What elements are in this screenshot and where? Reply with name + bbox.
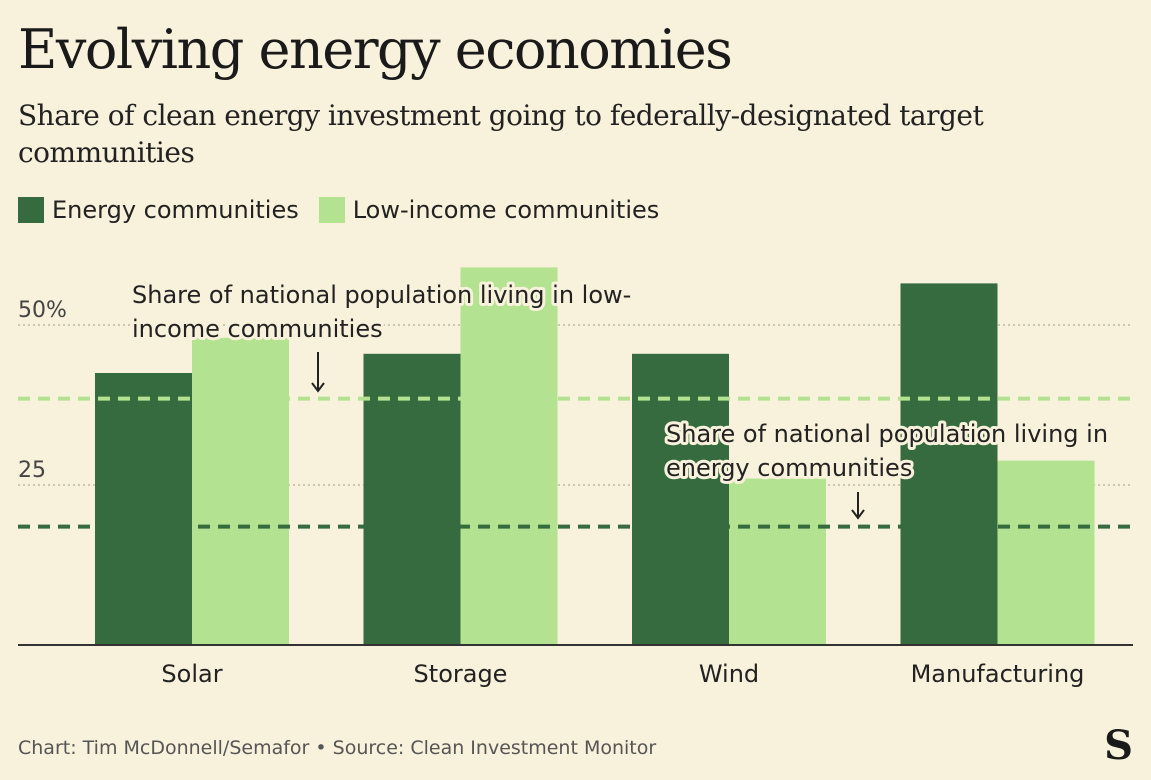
chart-footer: Chart: Tim McDonnell/Semafor • Source: C… [18,737,657,759]
x-tick-label-solar: Solar [161,660,222,688]
legend: Energy communities Low-income communitie… [18,196,679,224]
bar-storage-low-income-communities [460,267,558,645]
semafor-logo: S [1104,722,1133,769]
annotation-share-of-national-population-living-in-low-income-communities-line-1: Share of national population living in l… [132,281,631,309]
bar-solar-low-income-communities [192,337,289,645]
bar-manufacturing-energy-communities [900,283,998,645]
legend-item-low-income-communities: Low-income communities [318,196,660,224]
x-tick-label-manufacturing: Manufacturing [911,660,1085,688]
bar-manufacturing-low-income-communities [997,460,1095,645]
legend-item-energy-communities: Energy communities [18,196,299,224]
legend-swatch-energy-communities [18,197,44,223]
x-tick-label-storage: Storage [414,660,508,688]
bar-storage-energy-communities [363,353,461,645]
bar-solar-energy-communities [95,373,192,645]
y-tick-label-50: 50% [18,298,67,323]
bar-wind-energy-communities [632,353,729,645]
chart-subtitle: Share of clean energy investment going t… [18,99,984,169]
legend-swatch-low-income-communities [318,197,345,223]
y-tick-label-25: 25 [18,458,46,483]
legend-label-energy-communities: Energy communities [52,196,299,224]
legend-label-low-income-communities: Low-income communities [352,196,660,224]
annotation-share-of-national-population-living-in-energy-communities-line-2: energy communities [666,454,912,482]
annotation-share-of-national-population-living-in-energy-communities-line-1: Share of national population living in [666,420,1108,448]
chart-title: Evolving energy economies [18,18,733,81]
x-tick-label-wind: Wind [699,660,759,688]
bar-wind-low-income-communities [729,478,826,645]
annotation-arrow-head-1 [311,382,325,393]
annotation-arrow-head-2 [851,509,865,520]
annotation-share-of-national-population-living-in-low-income-communities-line-2: income communities [132,315,383,343]
bar-chart: 25 50% Solar Storage Wind Manufacturing Share … [18,267,1133,688]
